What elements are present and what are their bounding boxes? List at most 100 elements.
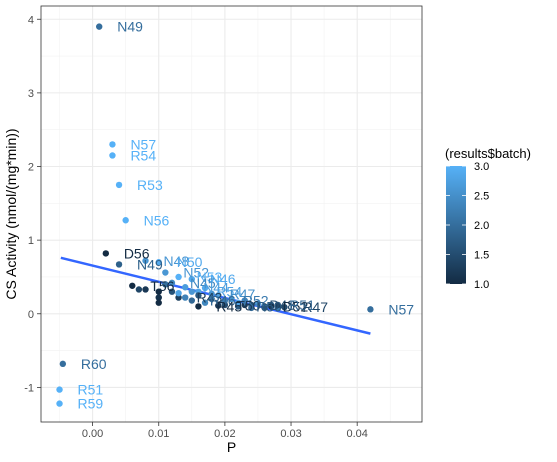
data-point (96, 23, 103, 30)
data-point (188, 275, 196, 283)
data-point (129, 282, 136, 289)
point-label: R46 (210, 293, 236, 309)
color-legend: (results$batch) 3.0 2.5 2.0 1.5 1.0 (445, 146, 531, 291)
data-point (241, 297, 248, 304)
y-tick-label: 4 (28, 14, 34, 26)
data-point (162, 281, 169, 288)
data-points (56, 23, 374, 407)
data-point (59, 360, 67, 368)
data-point (221, 301, 229, 309)
point-label: R59 (78, 396, 104, 412)
data-point (215, 292, 222, 299)
point-label: N48 (164, 253, 190, 269)
data-point (281, 303, 288, 311)
point-label: N57 (388, 301, 414, 317)
y-axis-title: CS Activity (nmol/(mg*min)) (3, 128, 19, 299)
data-point (241, 301, 248, 309)
legend-tick-label: 3.0 (474, 161, 489, 173)
data-point (175, 273, 182, 281)
y-tick-label: -1 (24, 382, 34, 394)
panel-border (40, 5, 423, 423)
point-label: R45 (216, 298, 242, 314)
data-point (175, 289, 182, 297)
y-tick-label: 2 (28, 162, 34, 174)
data-point (188, 288, 196, 295)
point-label: T56 (150, 278, 174, 294)
data-point (221, 297, 229, 304)
legend-tick-label: 1.0 (474, 279, 489, 291)
y-tick-label: 3 (28, 88, 34, 100)
data-point (155, 299, 162, 306)
data-point (248, 304, 255, 312)
data-point (162, 269, 169, 276)
point-label: R47 (302, 299, 328, 315)
data-point (109, 141, 116, 148)
x-tick-label: 0.04 (346, 428, 367, 440)
point-label: D48 (269, 297, 295, 313)
data-point (102, 250, 110, 257)
legend-tick-label: 2.0 (474, 220, 489, 232)
data-point (208, 290, 215, 298)
data-point (188, 297, 196, 304)
legend-tick-label: 1.5 (474, 250, 489, 262)
data-point (181, 284, 189, 291)
point-label: R47 (230, 286, 256, 302)
y-tick-label: 1 (28, 235, 34, 247)
data-point (115, 181, 123, 189)
data-point (142, 286, 149, 293)
point-label: N56 (144, 212, 170, 228)
data-point (201, 284, 209, 292)
point-label: R51 (78, 382, 104, 398)
data-point (155, 288, 162, 295)
data-point (267, 303, 275, 310)
point-label: D52 (283, 298, 309, 314)
data-point (56, 400, 63, 407)
data-point (195, 303, 202, 310)
data-point (109, 152, 116, 159)
point-label: R43 (197, 290, 223, 306)
data-point (175, 294, 182, 301)
point-label: N49 (137, 256, 163, 272)
point-label: D56 (124, 245, 150, 261)
x-axis-title: P (227, 439, 236, 455)
data-point (234, 299, 242, 306)
grid-lines (41, 6, 422, 422)
point-label: N46 (210, 271, 236, 287)
data-point (274, 301, 282, 309)
point-label: N52 (183, 265, 209, 281)
data-point (215, 302, 222, 309)
point-label: N50 (177, 254, 203, 270)
x-axis-ticks: 0.00 0.01 0.02 0.03 0.04 (82, 422, 368, 440)
data-point (195, 292, 202, 299)
x-tick-label: 0.02 (214, 428, 235, 440)
data-point (155, 294, 162, 301)
point-label: N49 (117, 19, 143, 35)
data-point (367, 306, 374, 313)
data-point (122, 217, 129, 224)
legend-ticks: 3.0 2.5 2.0 1.5 1.0 (446, 161, 489, 291)
legend-title: (results$batch) (445, 146, 531, 161)
x-tick-label: 0.01 (148, 428, 169, 440)
legend-colorbar (446, 166, 466, 284)
x-tick-label: 0.00 (82, 428, 103, 440)
data-point (228, 295, 235, 303)
point-label: T50 (236, 298, 260, 314)
point-label: N53 (197, 269, 223, 285)
point-label: R54 (216, 284, 242, 300)
data-point (168, 288, 176, 295)
y-axis-ticks: -1 0 1 2 3 4 (24, 14, 41, 394)
point-label: R53 (137, 177, 163, 193)
x-tick-label: 0.03 (280, 428, 301, 440)
y-tick-label: 0 (28, 309, 34, 321)
data-point (115, 261, 123, 268)
data-point (142, 257, 149, 264)
point-label: N44 (203, 279, 229, 295)
data-point (181, 294, 189, 301)
data-point (208, 295, 215, 303)
data-point (201, 299, 209, 306)
point-label: N45 (190, 275, 216, 291)
point-label: R50 (256, 298, 282, 314)
data-point (254, 300, 262, 307)
